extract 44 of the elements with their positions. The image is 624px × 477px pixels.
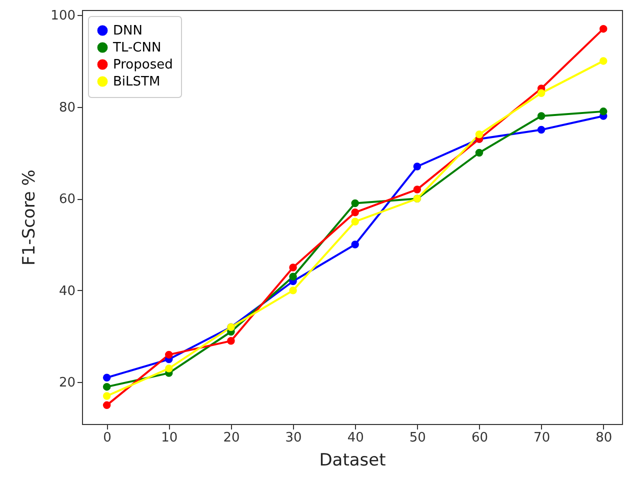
point xyxy=(413,162,422,170)
x-tick-label: 0 xyxy=(103,430,112,446)
y-tick-label: 40 xyxy=(58,284,76,299)
x-tick-label: 30 xyxy=(285,430,302,446)
legend-label: Proposed xyxy=(113,58,173,72)
point xyxy=(537,112,546,120)
y-axis-title: F1-Score % xyxy=(20,170,40,266)
x-tick-label: 70 xyxy=(534,430,550,446)
x-axis-title: Dataset xyxy=(319,450,386,470)
x-tick-label: 80 xyxy=(596,430,612,446)
point xyxy=(102,382,111,391)
x-tick-label: 50 xyxy=(409,430,426,446)
point xyxy=(600,57,608,65)
point xyxy=(289,286,297,294)
legend-label: TL-CNN xyxy=(112,40,162,56)
legend-label: BiLSTM xyxy=(113,74,160,90)
x-tick-label: 60 xyxy=(471,430,488,446)
point xyxy=(289,272,297,281)
point xyxy=(600,24,608,33)
point xyxy=(102,392,111,400)
point xyxy=(289,264,297,272)
point xyxy=(537,126,546,134)
point xyxy=(165,364,173,372)
y-tick-label: 100 xyxy=(50,8,76,24)
point xyxy=(351,240,359,248)
point xyxy=(600,108,608,116)
point xyxy=(475,130,484,138)
point xyxy=(351,199,359,208)
legend-label: DNN xyxy=(113,24,142,38)
point xyxy=(537,89,546,97)
point xyxy=(413,186,422,194)
point xyxy=(351,218,359,226)
y-tick-label: 60 xyxy=(58,192,76,208)
point xyxy=(165,350,173,359)
point xyxy=(227,337,235,345)
point xyxy=(102,374,111,382)
y-tick-label: 20 xyxy=(58,376,76,391)
point xyxy=(102,401,111,410)
y-tick-label: 80 xyxy=(58,100,76,116)
x-tick-label: 10 xyxy=(161,430,178,446)
x-tick-label: 40 xyxy=(347,430,364,446)
point xyxy=(351,208,359,216)
x-tick-label: 20 xyxy=(223,430,240,446)
point xyxy=(475,148,484,157)
